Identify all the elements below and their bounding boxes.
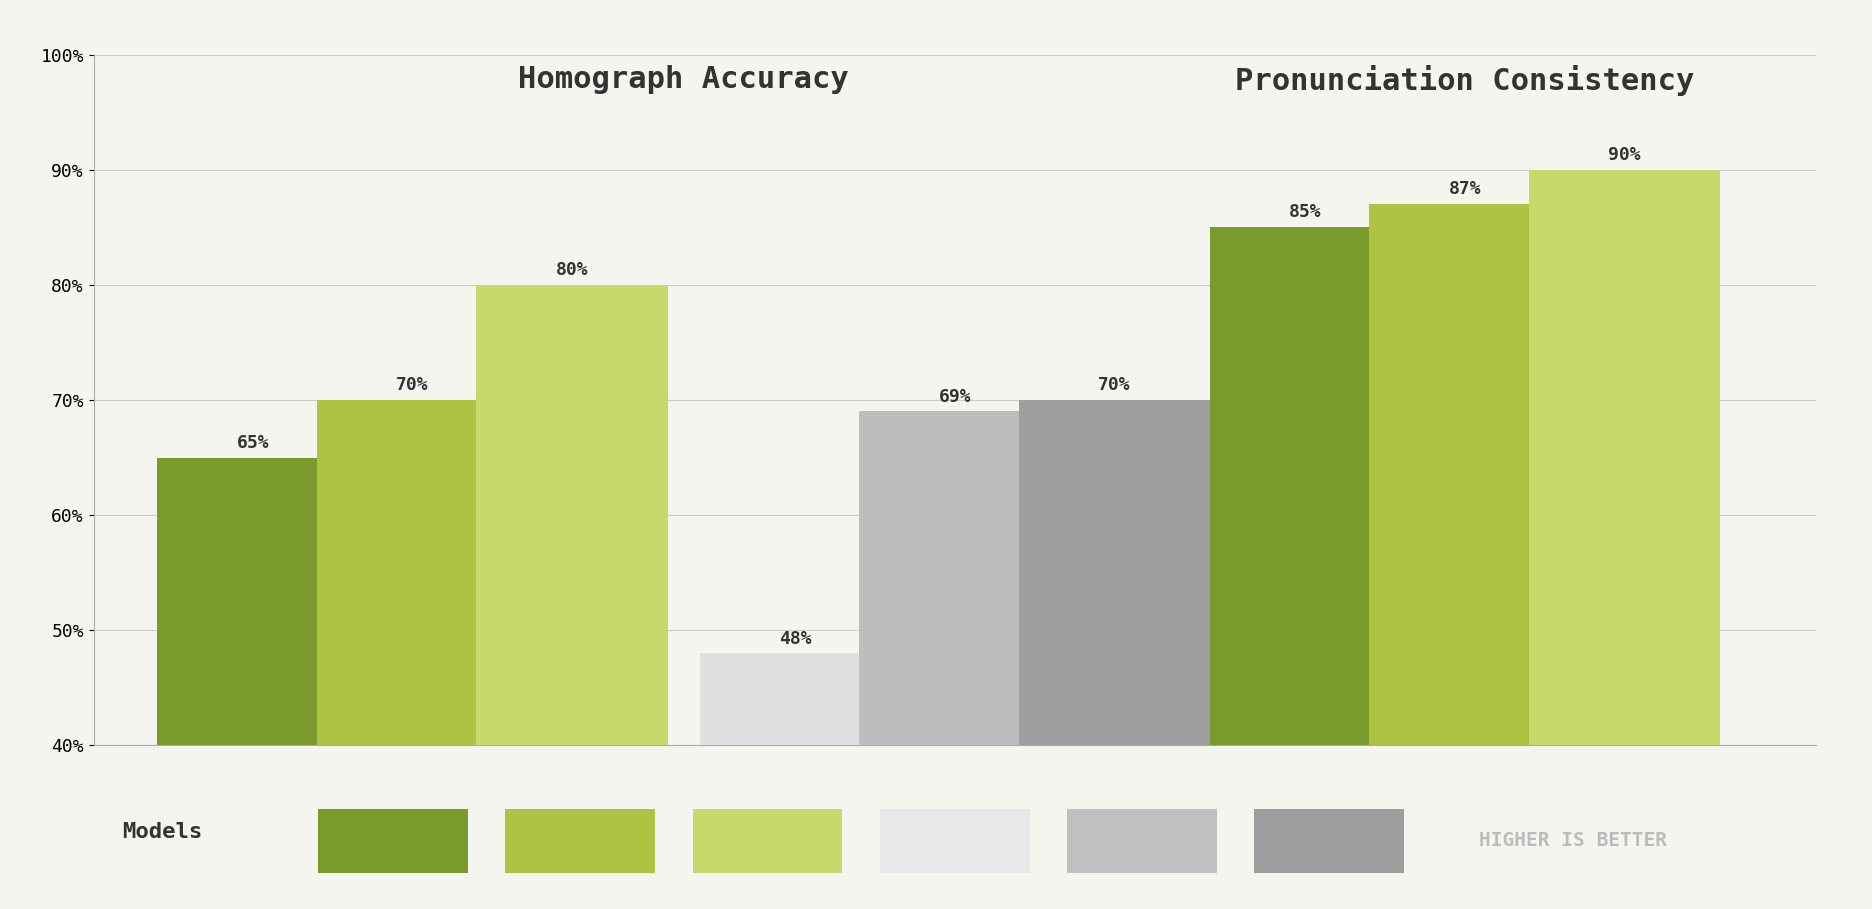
Text: Small: Small bbox=[556, 832, 605, 850]
Text: 70%: 70% bbox=[397, 376, 429, 395]
Bar bbox=[1209, 227, 1402, 745]
Text: 85%: 85% bbox=[1290, 204, 1322, 222]
Text: 69%: 69% bbox=[938, 388, 972, 405]
Text: PlayHT: PlayHT bbox=[925, 832, 985, 850]
Text: 90%: 90% bbox=[1608, 146, 1640, 164]
Text: 70%: 70% bbox=[1097, 376, 1131, 395]
Text: Homograph Accuracy: Homograph Accuracy bbox=[519, 65, 850, 94]
Text: Medium: Medium bbox=[738, 832, 797, 850]
Text: 80%: 80% bbox=[556, 261, 588, 279]
Bar bbox=[316, 400, 507, 745]
Bar bbox=[1529, 170, 1720, 745]
Text: Pronunciation Consistency: Pronunciation Consistency bbox=[1236, 65, 1694, 96]
Text: 48%: 48% bbox=[779, 630, 812, 647]
Bar bbox=[157, 457, 348, 745]
Text: Models: Models bbox=[122, 822, 202, 842]
Text: ElevenLabs: ElevenLabs bbox=[1279, 832, 1380, 850]
Bar bbox=[859, 412, 1050, 745]
Text: HIGHER IS BETTER: HIGHER IS BETTER bbox=[1479, 832, 1666, 850]
Bar bbox=[1368, 205, 1561, 745]
Text: 87%: 87% bbox=[1449, 181, 1481, 198]
Text: 65%: 65% bbox=[236, 434, 270, 452]
Bar bbox=[475, 285, 668, 745]
Text: Tiny: Tiny bbox=[373, 832, 414, 850]
Bar bbox=[700, 654, 891, 745]
Text: Open AI: Open AI bbox=[1106, 832, 1177, 850]
Bar bbox=[1018, 400, 1209, 745]
